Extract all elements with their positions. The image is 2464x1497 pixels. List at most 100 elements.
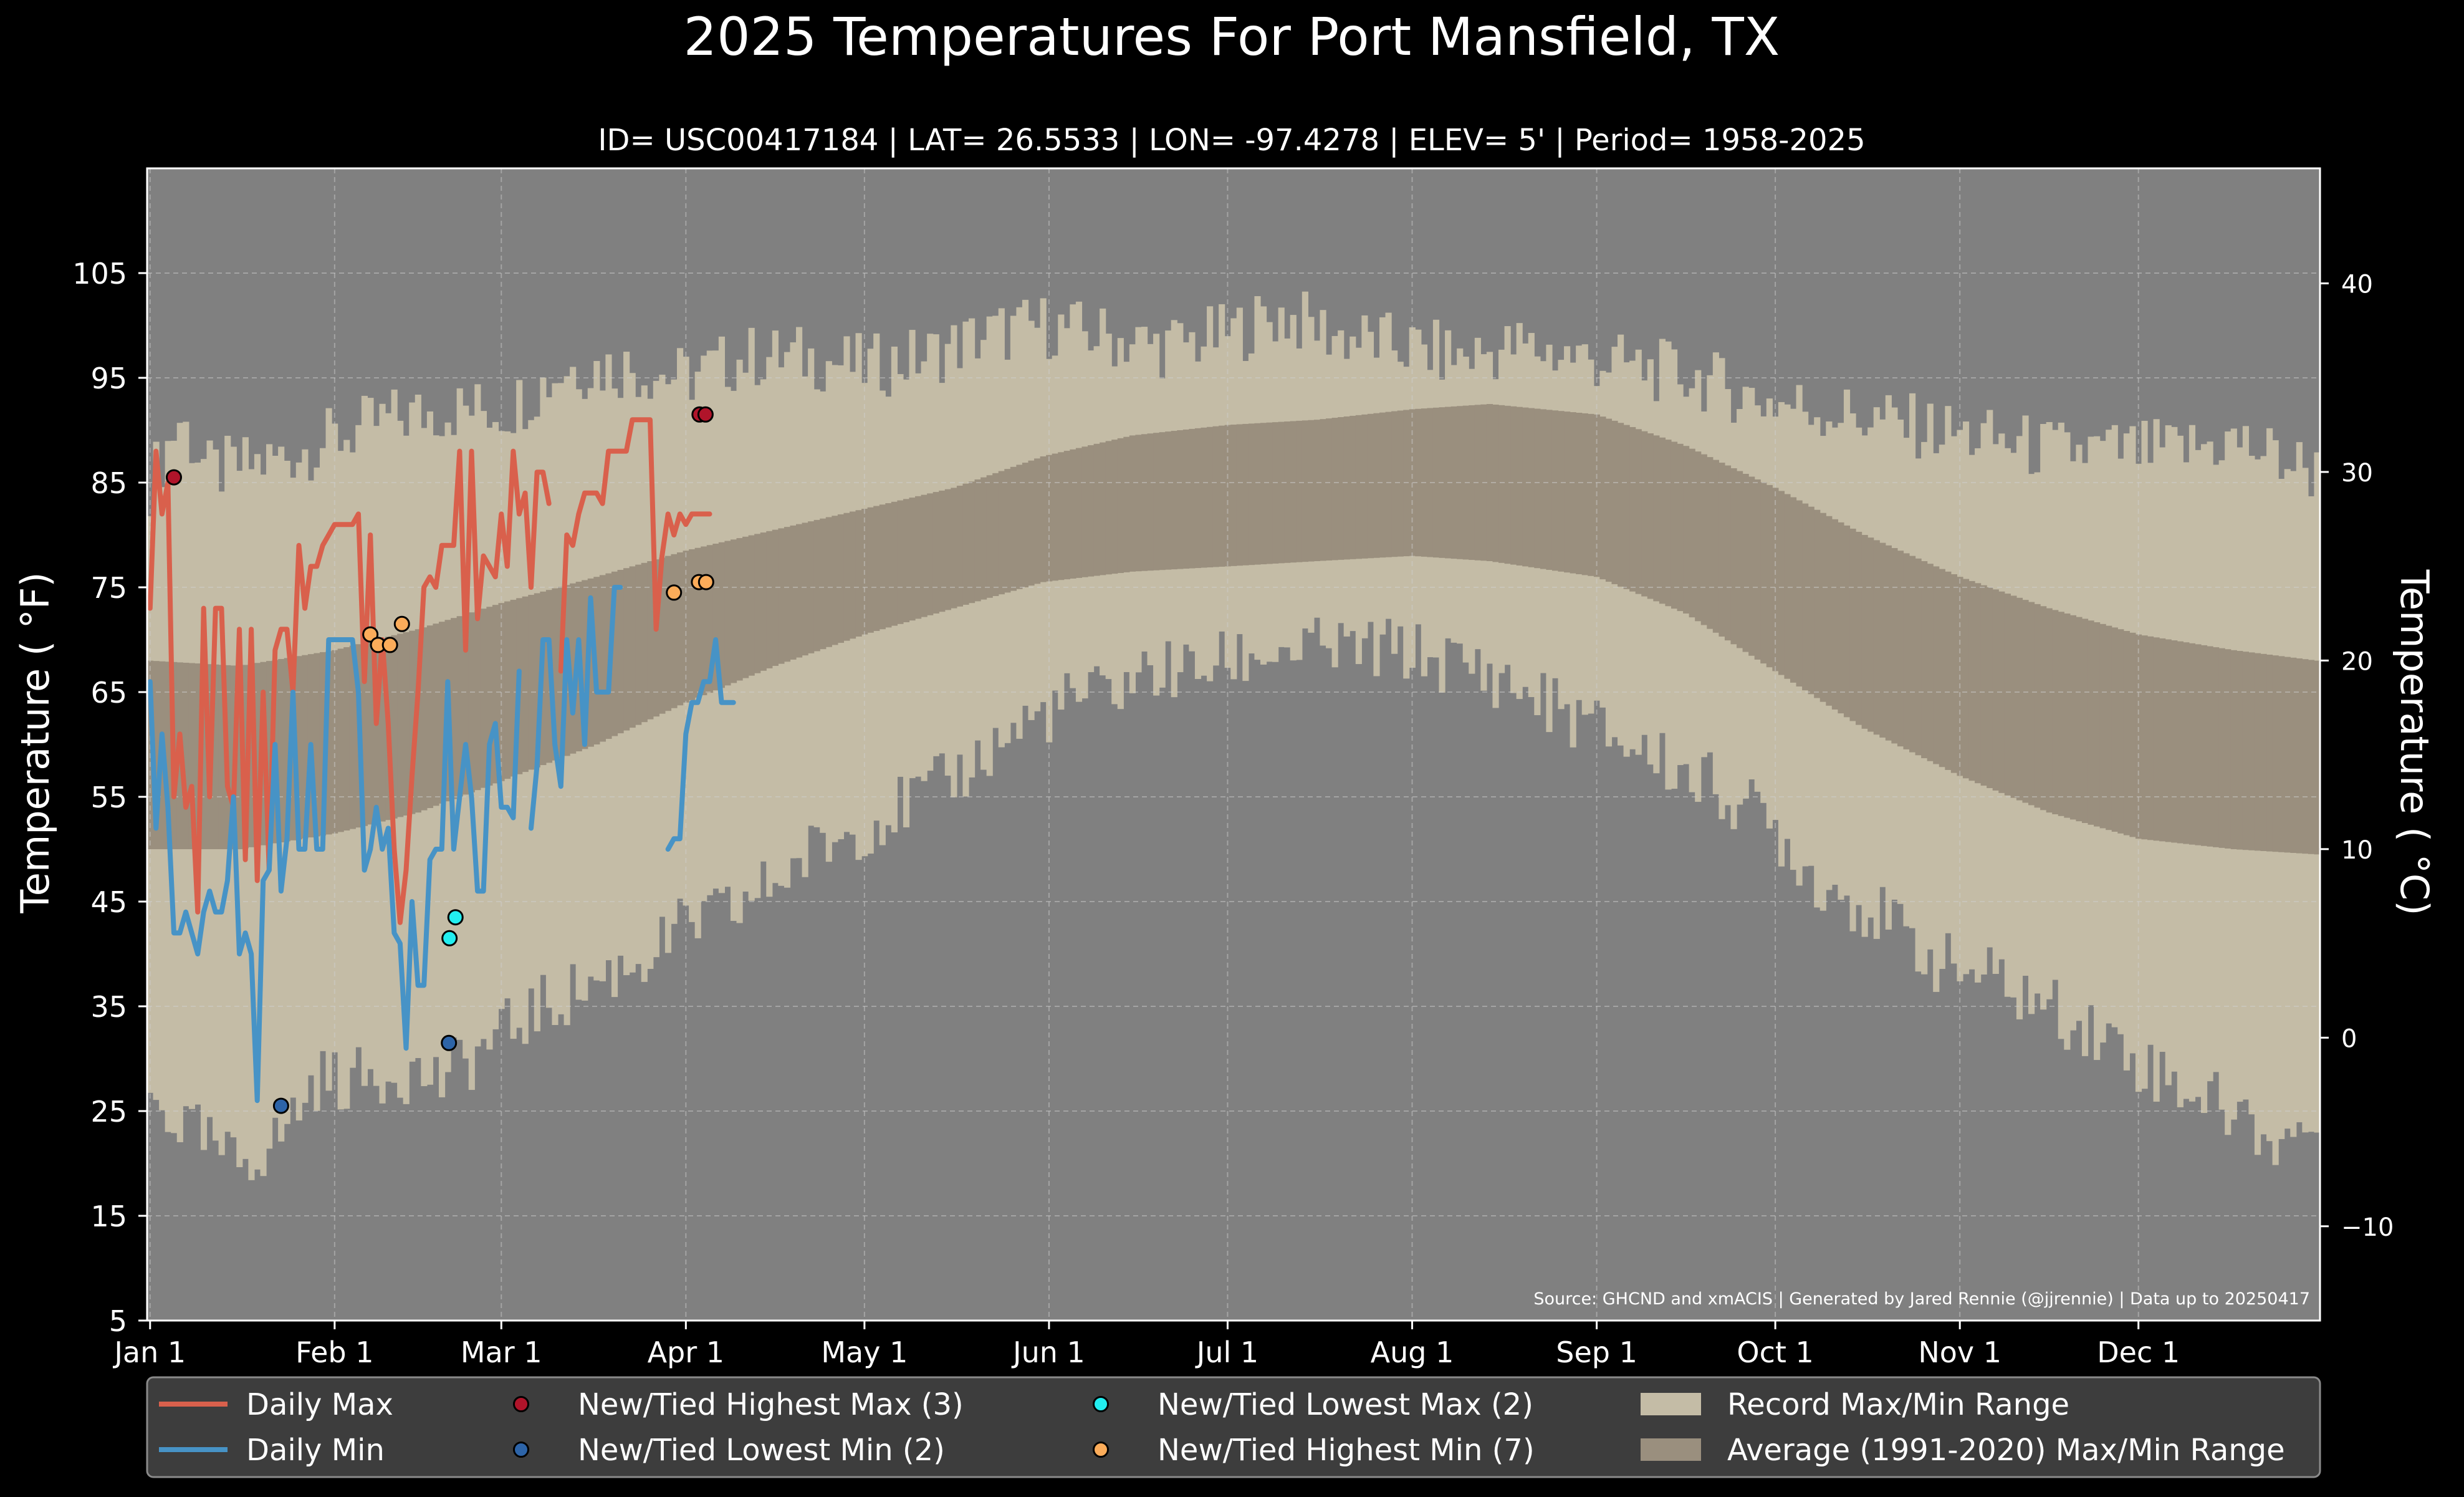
normal-range-bar — [1022, 463, 1029, 587]
normal-range-bar — [343, 647, 350, 830]
plot-overlay: 5 15 25 35 45 55 65 75 85 95 105 −10 0 10 20 30 40 Jan 1 F… — [72, 167, 2394, 1369]
normal-range-bar — [421, 627, 428, 811]
normal-range-bar — [1486, 404, 1493, 561]
normal-range-bar — [379, 638, 386, 822]
normal-range-bar — [891, 501, 898, 626]
normal-range-bar — [1230, 425, 1237, 566]
x-tick-label: Sep 1 — [1556, 1336, 1637, 1369]
normal-range-bar — [873, 506, 880, 631]
normal-range-bar — [1903, 553, 1910, 749]
normal-range-bar — [1135, 435, 1142, 572]
normal-range-bar — [2302, 659, 2309, 854]
normal-range-bar — [1302, 420, 1308, 562]
normal-range-bar — [1980, 585, 1987, 786]
normal-range-bar — [2064, 614, 2071, 818]
normal-range-bar — [1016, 465, 1023, 589]
normal-range-bar — [1272, 422, 1279, 564]
x-tick-label: Aug 1 — [1371, 1336, 1454, 1369]
normal-range-bar — [825, 517, 832, 647]
normal-range-bar — [694, 547, 701, 698]
normal-range-bar — [2141, 635, 2148, 840]
normal-range-bar — [1409, 409, 1416, 556]
normal-range-bar — [1063, 451, 1070, 580]
normal-range-bar — [1123, 436, 1130, 572]
normal-range-bar — [903, 499, 910, 622]
normal-range-bar — [2069, 615, 2077, 820]
normal-range-bar — [1034, 458, 1041, 584]
normal-range-bar — [582, 580, 588, 749]
y-axis-label: Temperature ( °F) — [12, 572, 58, 913]
normal-range-bar — [2308, 660, 2315, 854]
y2-tick-label: 40 — [2341, 270, 2373, 299]
normal-range-bar — [2022, 600, 2029, 803]
record-marker — [666, 584, 683, 601]
normal-range-bar — [1588, 413, 1594, 576]
normal-range-bar — [1469, 405, 1475, 561]
normal-range-bar — [1361, 414, 1368, 559]
legend-box — [146, 1376, 2321, 1478]
normal-range-bar — [1129, 435, 1136, 572]
normal-range-bar — [1873, 540, 1880, 735]
normal-range-bar — [772, 529, 779, 666]
normal-range-bar — [1153, 433, 1160, 570]
normal-range-bar — [974, 479, 981, 602]
normal-range-bar — [325, 651, 332, 835]
normal-range-bar — [1540, 409, 1547, 569]
normal-range-bar — [867, 507, 874, 633]
normal-range-bar — [2183, 642, 2190, 844]
x-tick-label: May 1 — [821, 1336, 908, 1369]
normal-range-bar — [397, 633, 404, 817]
normal-range-bar — [2284, 657, 2291, 853]
daily-max-line — [147, 417, 712, 925]
normal-range-bar — [2004, 594, 2011, 796]
normal-range-bar — [2147, 636, 2154, 840]
normal-range-bar — [1671, 441, 1678, 609]
normal-range-bar — [1564, 412, 1571, 573]
normal-range-bar — [1534, 408, 1541, 569]
normal-range-bar — [939, 490, 946, 612]
normal-range-bar — [266, 661, 273, 845]
normal-range-bar — [1909, 556, 1916, 753]
normal-range-bar — [1516, 407, 1523, 566]
record-marker — [272, 1097, 289, 1114]
normal-range-bar — [1927, 564, 1934, 761]
normal-range-bar — [498, 603, 505, 781]
normal-range-bar — [1450, 406, 1457, 559]
normal-range-bar — [701, 546, 707, 696]
record-marker — [447, 909, 464, 926]
normal-range-bar — [1551, 410, 1559, 571]
normal-range-bar — [1790, 497, 1797, 683]
x-tick-label: Jun 1 — [1011, 1336, 1085, 1369]
y-tick-label: 45 — [90, 885, 127, 919]
normal-range-bar — [1284, 421, 1291, 563]
y2-tick-label: 0 — [2341, 1024, 2357, 1053]
normal-range-bar — [611, 571, 618, 736]
normal-range-bar — [1182, 429, 1189, 569]
normal-range-bar — [1987, 587, 1993, 788]
normal-range-bar — [861, 509, 868, 635]
normal-range-bar — [1546, 410, 1553, 570]
normal-range-bar — [1808, 506, 1814, 695]
normal-range-bar — [1189, 428, 1196, 569]
normal-range-bar — [2165, 639, 2172, 842]
normal-range-bar — [1004, 469, 1011, 593]
x-tick-label: Mar 1 — [461, 1336, 542, 1369]
legend-swatch-dot — [1093, 1442, 1109, 1458]
normal-range-bar — [2058, 612, 2064, 816]
legend-label: New/Tied Highest Max (3) — [578, 1387, 964, 1422]
normal-range-bar — [1415, 408, 1422, 557]
y-tick-label: 65 — [90, 676, 127, 710]
normal-range-bar — [194, 663, 201, 849]
normal-range-bar — [1581, 413, 1588, 575]
record-marker — [441, 1034, 458, 1051]
normal-range-bar — [1171, 431, 1177, 570]
normal-range-bar — [1290, 421, 1297, 563]
normal-range-bar — [927, 493, 934, 615]
normal-range-bar — [349, 645, 356, 829]
normal-range-bar — [1778, 491, 1785, 675]
normal-range-bar — [1480, 404, 1487, 561]
normal-range-bar — [629, 566, 636, 728]
normal-range-bar — [1885, 545, 1892, 741]
normal-range-bar — [1528, 408, 1535, 567]
